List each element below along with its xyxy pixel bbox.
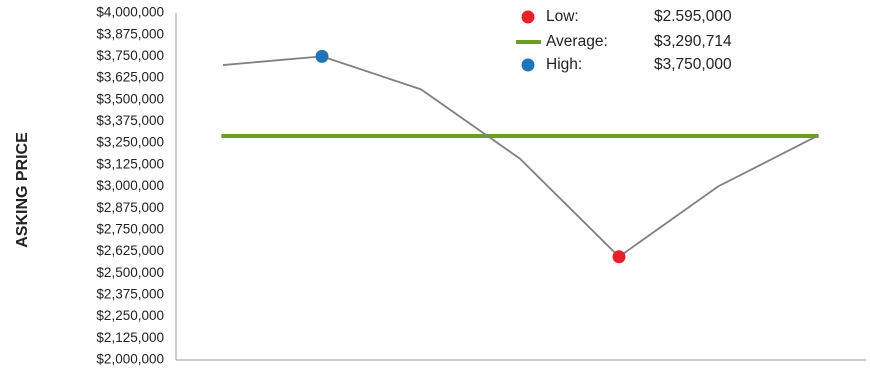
y-axis-label: ASKING PRICE (14, 132, 31, 248)
y-tick-label: $3,000,000 (96, 178, 164, 193)
legend-label: Average: (546, 33, 608, 50)
y-tick-label: $2,750,000 (96, 221, 164, 236)
y-tick-label: $3,375,000 (96, 113, 164, 128)
data-point-marker (315, 49, 329, 63)
data-point-marker (612, 250, 626, 264)
y-tick-label: $3,250,000 (96, 135, 164, 150)
legend-label: High: (546, 56, 582, 73)
price-series-line (222, 55, 818, 258)
legend-value: $3,290,714 (654, 33, 732, 50)
y-tick-label: $2,375,000 (96, 287, 164, 302)
y-tick-label: $3,125,000 (96, 156, 164, 171)
legend-label: Low: (546, 8, 579, 25)
y-tick-label: $2,875,000 (96, 200, 164, 215)
y-tick-label: $3,500,000 (96, 91, 164, 106)
y-tick-label: $2,000,000 (96, 352, 164, 367)
legend: Low: $2.595,000 Average: $3,290,714 High: $3,… (516, 8, 732, 73)
legend-dot-icon (521, 10, 535, 24)
extreme-markers (315, 49, 626, 264)
y-axis-ticks: $4,000,000 $3,875,000 $3,750,000 $3,625,000… (96, 5, 164, 367)
legend-dot-icon (521, 58, 535, 72)
y-tick-label: $2,250,000 (96, 308, 164, 323)
y-tick-label: $3,625,000 (96, 70, 164, 85)
legend-value: $2.595,000 (654, 8, 732, 25)
y-tick-label: $4,000,000 (96, 5, 164, 20)
y-tick-label: $3,875,000 (96, 26, 164, 41)
legend-value: $3,750,000 (654, 56, 732, 73)
y-tick-label: $3,750,000 (96, 48, 164, 63)
y-tick-label: $2,625,000 (96, 243, 164, 258)
y-tick-label: $2,125,000 (96, 330, 164, 345)
y-tick-label: $2,500,000 (96, 265, 164, 280)
